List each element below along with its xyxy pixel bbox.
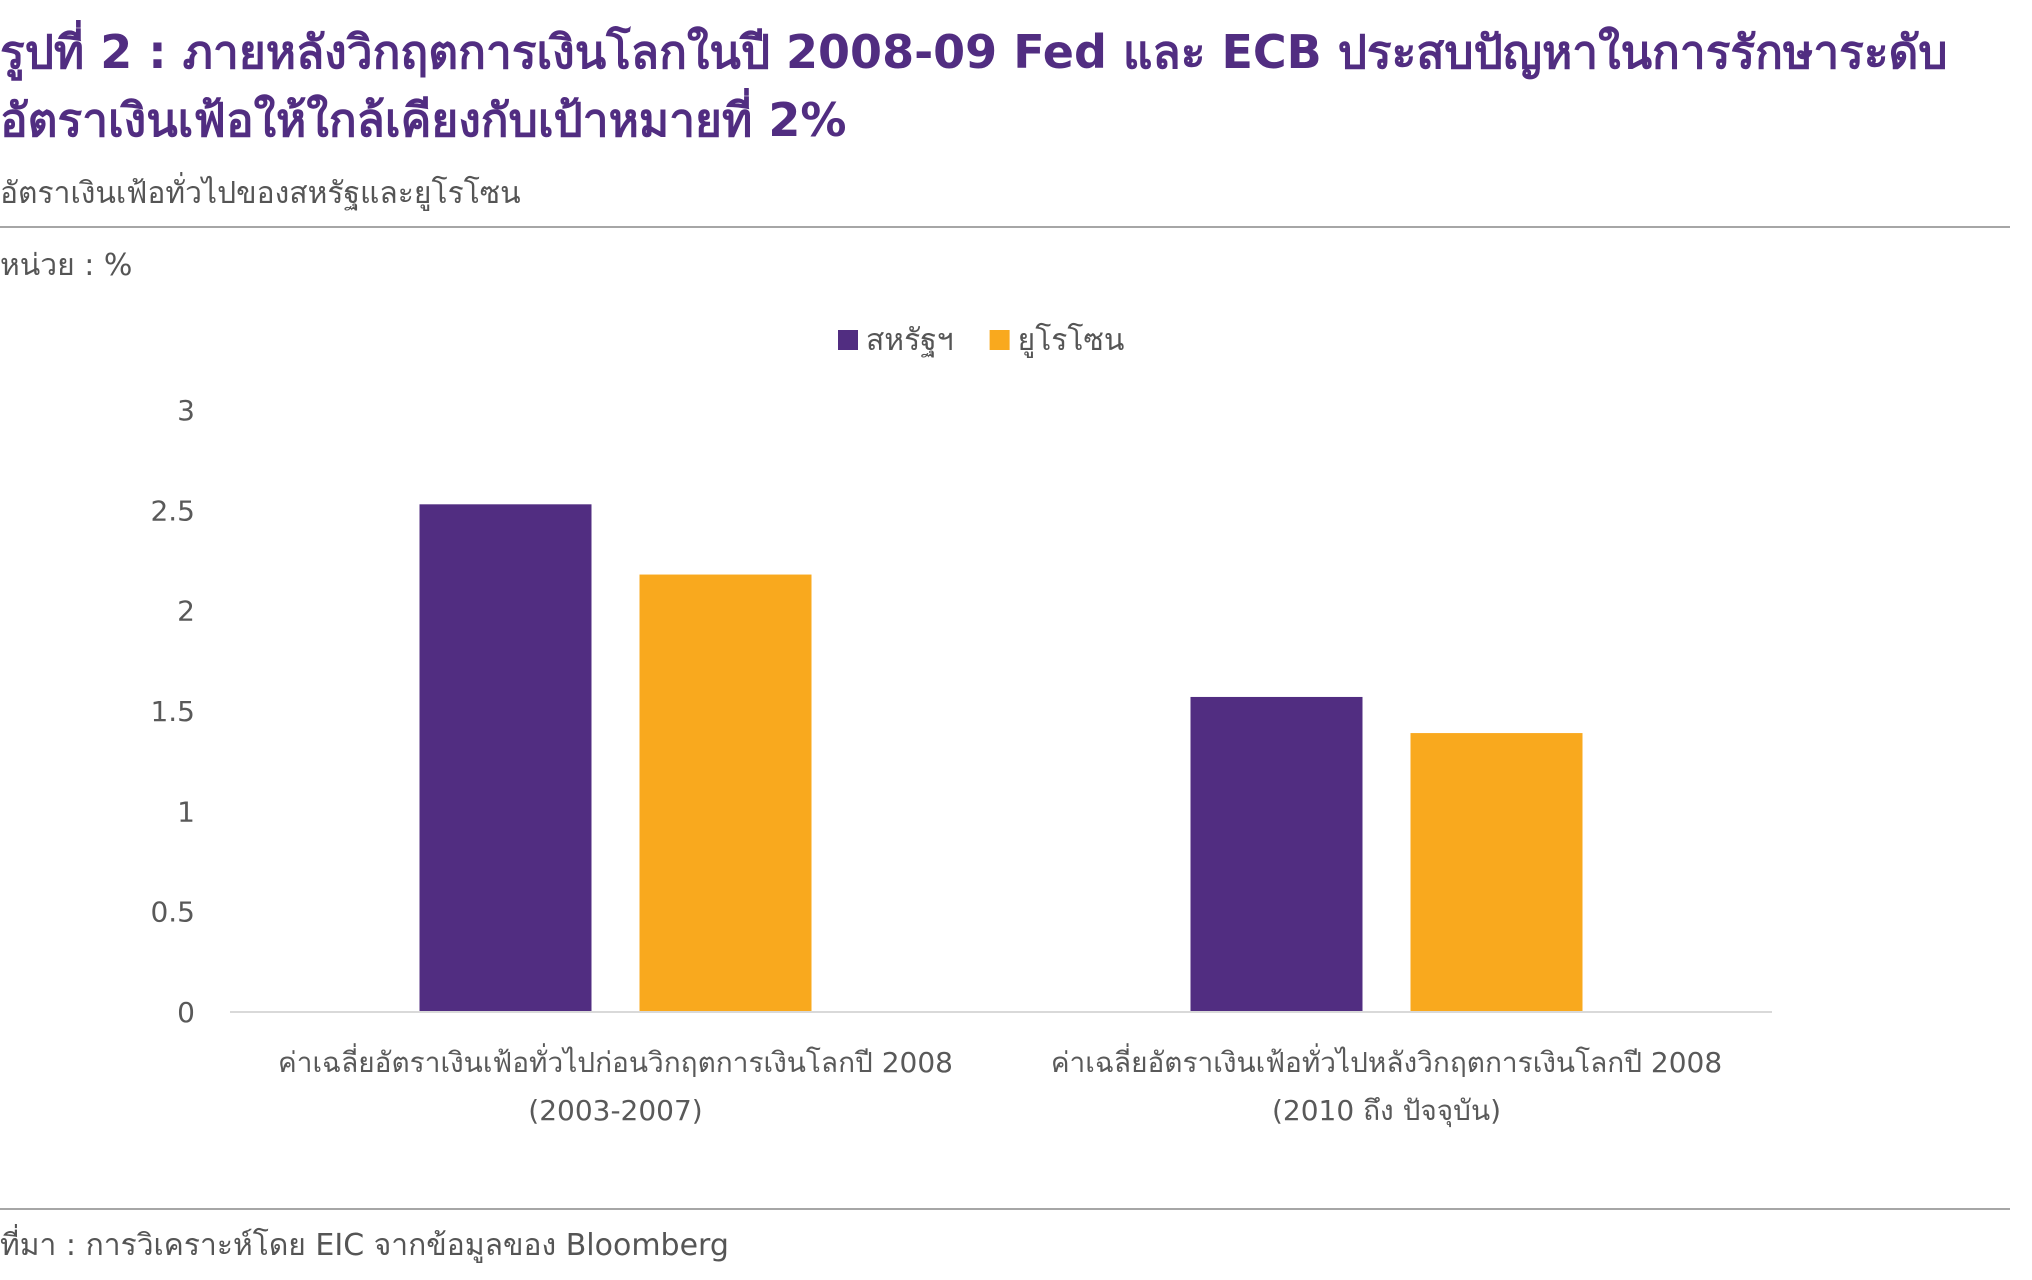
y-tick-label: 2 — [177, 595, 195, 628]
legend-swatch-us — [838, 330, 858, 350]
y-tick-label: 0 — [177, 996, 195, 1029]
x-category-label: ค่าเฉลี่ยอัตราเงินเฟ้อทั่วไปหลังวิกฤตการ… — [1051, 1043, 1722, 1079]
legend-label-us: สหรัฐฯ — [866, 323, 954, 358]
bar-eurozone-2 — [1410, 733, 1583, 1012]
x-axis: ค่าเฉลี่ยอัตราเงินเฟ้อทั่วไปก่อนวิกฤตการ… — [278, 1043, 1722, 1128]
x-category-label: (2010 ถึง ปัจจุบัน) — [1272, 1094, 1501, 1128]
legend-label-eurozone: ยูโรโซน — [1018, 322, 1125, 358]
bar-us-1 — [419, 504, 592, 1012]
legend: สหรัฐฯ ยูโรโซน — [838, 322, 1124, 358]
chart-subtitle: อัตราเงินเฟ้อทั่วไปของสหรัฐและยูโรโซน — [0, 176, 521, 211]
top-divider — [0, 226, 2010, 228]
bottom-divider — [0, 1208, 2010, 1210]
source-note: ที่มา : การวิเคราะห์โดย EIC จากข้อมูลของ… — [0, 1228, 729, 1263]
y-tick-label: 2.5 — [150, 494, 195, 527]
bar-eurozone-1 — [639, 574, 812, 1012]
bar-chart: สหรัฐฯ ยูโรโซน 0 0.5 1 1.5 2 2.5 3 ค่าเฉลี่ยอัต… — [150, 322, 1772, 1128]
y-tick-label: 0.5 — [150, 896, 195, 929]
bar-us-2 — [1190, 696, 1363, 1012]
y-tick-label: 1 — [177, 795, 195, 828]
unit-label: หน่วย : % — [0, 248, 133, 283]
chart-title: รูปที่ 2 : ภายหลังวิกฤตการเงินโลกในปี 20… — [0, 25, 1948, 147]
bars — [419, 504, 1583, 1012]
y-tick-label: 3 — [177, 394, 195, 427]
legend-swatch-eurozone — [989, 330, 1010, 350]
x-category-label: ค่าเฉลี่ยอัตราเงินเฟ้อทั่วไปก่อนวิกฤตการ… — [278, 1043, 953, 1079]
y-tick-label: 1.5 — [150, 695, 195, 728]
x-category-label: (2003-2007) — [528, 1094, 702, 1127]
y-axis: 0 0.5 1 1.5 2 2.5 3 — [150, 394, 195, 1029]
